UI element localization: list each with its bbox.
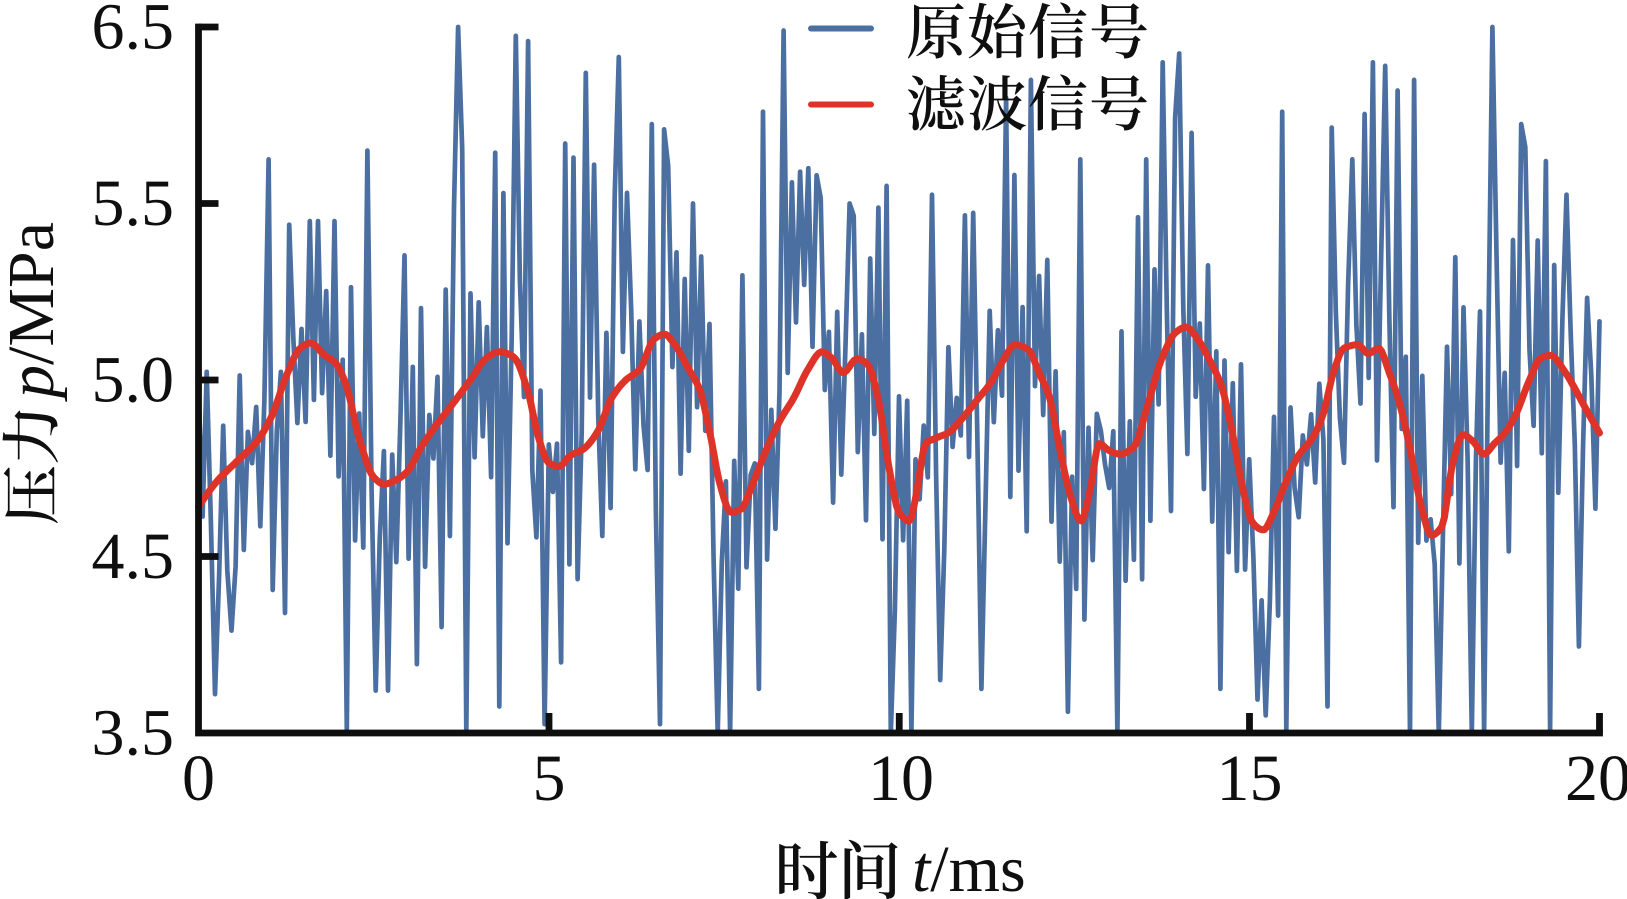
svg-text:15: 15 bbox=[1217, 742, 1283, 815]
svg-text:t: t bbox=[912, 833, 932, 899]
svg-text:/MPa: /MPa bbox=[0, 222, 68, 365]
svg-text:5.0: 5.0 bbox=[92, 344, 175, 417]
svg-text:5.5: 5.5 bbox=[92, 167, 175, 240]
svg-text:5: 5 bbox=[533, 742, 566, 815]
svg-text:/ms: /ms bbox=[930, 833, 1025, 899]
svg-text:6.5: 6.5 bbox=[92, 0, 175, 64]
svg-text:p: p bbox=[0, 365, 68, 402]
svg-text:10: 10 bbox=[868, 742, 934, 815]
svg-text:20: 20 bbox=[1565, 742, 1627, 815]
svg-text:3.5: 3.5 bbox=[92, 697, 175, 770]
svg-text:0: 0 bbox=[182, 742, 215, 815]
svg-text:4.5: 4.5 bbox=[92, 520, 175, 593]
